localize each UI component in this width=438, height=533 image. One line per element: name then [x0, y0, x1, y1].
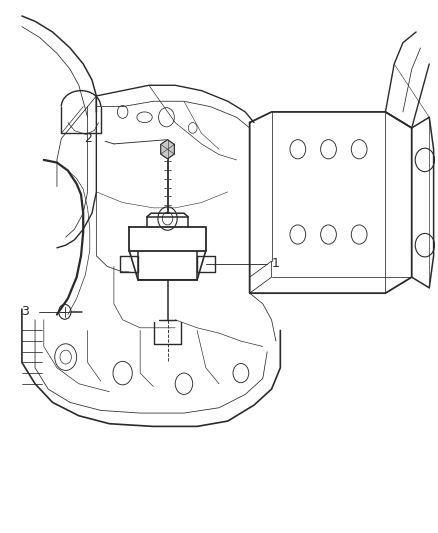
Text: 3: 3	[21, 305, 28, 318]
Polygon shape	[161, 140, 174, 159]
Text: 1: 1	[272, 257, 279, 270]
Text: 2: 2	[84, 132, 92, 145]
